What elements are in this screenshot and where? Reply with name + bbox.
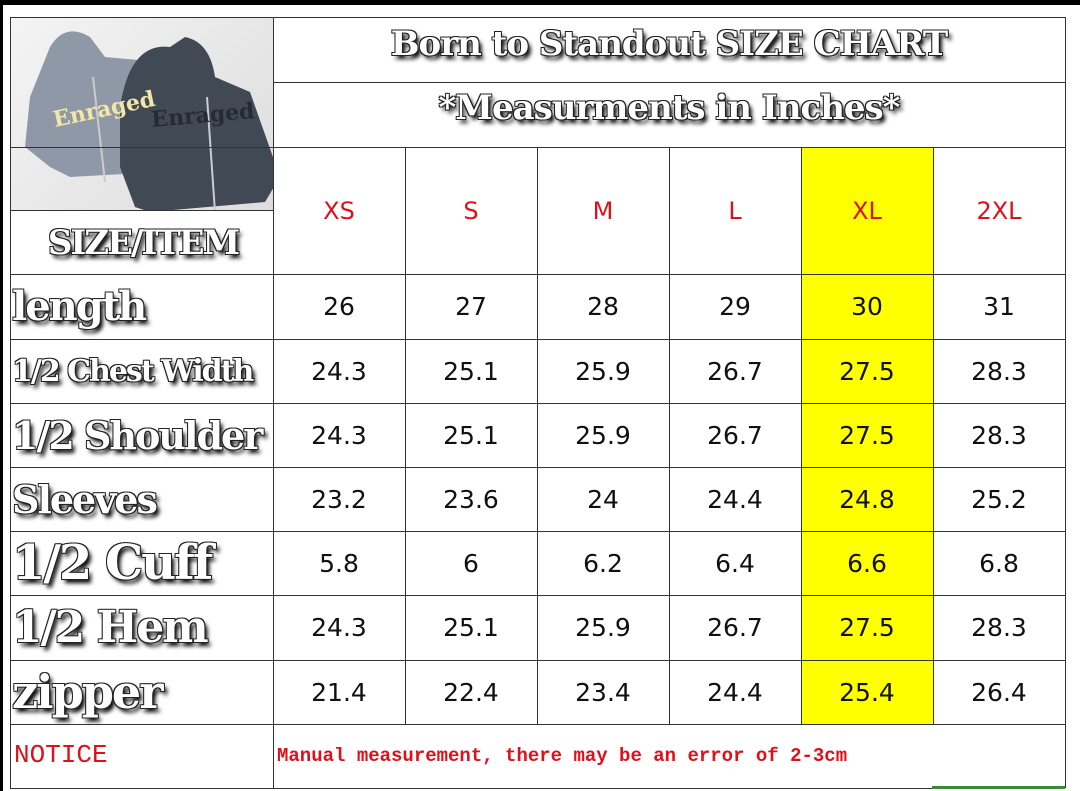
table-cell: 27.5 — [839, 420, 895, 450]
table-cell: 26 — [323, 292, 355, 321]
table-cell: 24.8 — [839, 484, 895, 514]
table-cell: 25.9 — [575, 356, 631, 386]
table-cell: 25.9 — [575, 613, 631, 642]
table-cell: 24 — [587, 484, 619, 514]
grid-line — [273, 17, 274, 788]
table-cell: 6 — [463, 548, 479, 578]
row-label: Sleeves — [12, 476, 158, 522]
table-cell: 27.5 — [839, 613, 895, 642]
grid-line — [10, 210, 273, 211]
size-header-2xl: 2XL — [976, 196, 1022, 225]
table-cell: 24.3 — [311, 420, 367, 450]
notice-text: Manual measurement, there may be an erro… — [277, 745, 848, 767]
table-cell: 24.4 — [707, 484, 763, 514]
table-cell: 24.4 — [707, 677, 763, 707]
size-item-label: SIZE/ITEM — [47, 223, 240, 263]
grid-line — [10, 17, 11, 788]
grid-line — [537, 147, 538, 724]
table-cell: 25.4 — [839, 677, 895, 707]
size-header-s: S — [463, 196, 479, 225]
table-cell: 24.3 — [311, 613, 367, 642]
row-label: 1/2 Hem — [12, 602, 209, 653]
grid-line — [1065, 17, 1066, 788]
table-cell: 23.4 — [575, 677, 631, 707]
grid-line — [273, 82, 1065, 83]
chart-subtitle: *Measurments in Inches* — [438, 88, 901, 128]
hoodie-product-image: Enraged Enraged — [10, 17, 280, 213]
table-cell: 25.1 — [443, 356, 499, 386]
grid-line — [405, 147, 406, 724]
row-label: 1/2 Chest Width — [12, 353, 254, 389]
row-label: 1/2 Cuff — [12, 535, 213, 591]
table-cell: 23.6 — [443, 484, 499, 514]
table-cell: 26.7 — [707, 613, 763, 642]
size-header-m: M — [592, 196, 614, 225]
table-cell: 27.5 — [839, 356, 895, 386]
table-cell: 6.2 — [583, 548, 623, 578]
table-cell: 28.3 — [971, 613, 1027, 642]
row-label: zipper — [12, 665, 163, 719]
top-border — [0, 0, 1080, 5]
grid-line — [801, 147, 802, 724]
table-cell: 21.4 — [311, 677, 367, 707]
notice-label: NOTICE — [14, 740, 108, 770]
highlight-column — [801, 147, 933, 724]
grid-line — [10, 17, 1065, 18]
table-cell: 27 — [455, 292, 487, 321]
table-cell: 28 — [587, 292, 619, 321]
table-cell: 30 — [851, 292, 883, 321]
table-cell: 25.1 — [443, 420, 499, 450]
row-label: 1/2 Shoulder — [12, 412, 263, 458]
table-cell: 26.7 — [707, 356, 763, 386]
table-cell: 22.4 — [443, 677, 499, 707]
table-cell: 29 — [719, 292, 751, 321]
table-cell: 26.4 — [971, 677, 1027, 707]
table-cell: 6.6 — [847, 548, 887, 578]
size-header-l: L — [728, 196, 742, 225]
size-header-xs: XS — [323, 196, 355, 225]
table-cell: 24.3 — [311, 356, 367, 386]
grid-line — [933, 147, 934, 724]
table-cell: 28.3 — [971, 356, 1027, 386]
chart-title: Born to Standout SIZE CHART — [390, 24, 948, 64]
table-cell: 28.3 — [971, 420, 1027, 450]
table-cell: 5.8 — [319, 548, 359, 578]
table-cell: 25.1 — [443, 613, 499, 642]
left-border — [0, 0, 3, 791]
table-cell: 25.9 — [575, 420, 631, 450]
size-header-xl: XL — [852, 196, 882, 225]
row-label: length — [12, 283, 147, 330]
table-cell: 31 — [983, 292, 1015, 321]
table-cell: 26.7 — [707, 420, 763, 450]
grid-line — [10, 724, 1065, 725]
table-cell: 23.2 — [311, 484, 367, 514]
selection-indicator — [932, 786, 1065, 789]
grid-line — [10, 788, 1065, 789]
table-cell: 6.8 — [979, 548, 1019, 578]
table-cell: 6.4 — [715, 548, 755, 578]
table-cell: 25.2 — [971, 484, 1027, 514]
grid-line — [669, 147, 670, 724]
